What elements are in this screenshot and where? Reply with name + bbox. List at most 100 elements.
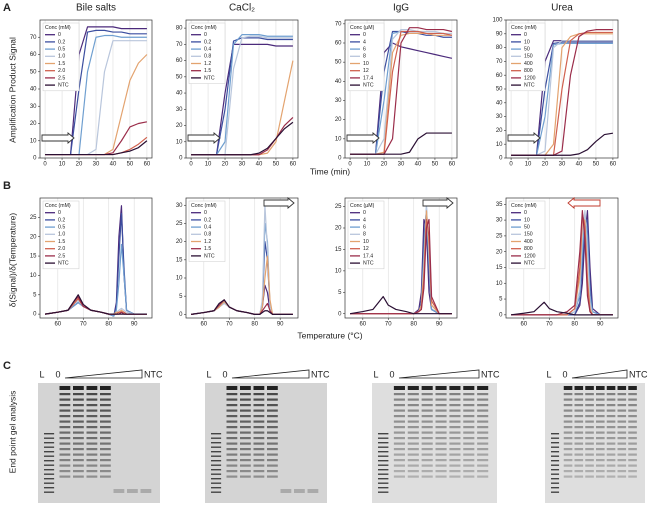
ladder-band xyxy=(44,451,55,453)
ladder-band xyxy=(378,451,389,453)
product-band xyxy=(435,453,447,456)
product-band xyxy=(563,431,573,434)
product-band xyxy=(449,475,461,478)
ladder-band xyxy=(211,451,222,453)
legend-label: 0 xyxy=(524,210,527,216)
product-band xyxy=(563,398,573,401)
data-line xyxy=(45,140,148,156)
product-band xyxy=(59,459,71,462)
x-tick-label: 30 xyxy=(239,162,246,168)
product-band xyxy=(407,393,419,396)
product-band xyxy=(628,398,637,401)
product-band xyxy=(477,426,489,429)
y-tick-label: 60 xyxy=(496,73,503,79)
product-band xyxy=(606,453,616,456)
product-band xyxy=(86,475,98,478)
x-tick-label: 10 xyxy=(59,162,66,168)
product-band xyxy=(617,415,627,418)
product-band xyxy=(267,437,278,440)
product-band xyxy=(435,431,447,434)
gel-label: L xyxy=(39,369,44,379)
ladder-band xyxy=(378,487,389,489)
x-tick-label: 40 xyxy=(576,162,583,168)
data-line xyxy=(350,132,452,155)
product-band xyxy=(449,409,461,412)
product-band xyxy=(407,420,419,423)
product-band xyxy=(617,442,627,445)
y-tick-label: 10 xyxy=(335,136,342,142)
product-band xyxy=(73,420,84,423)
product-band xyxy=(253,415,265,418)
legend-label: 8 xyxy=(363,54,366,60)
product-band xyxy=(267,409,278,412)
product-band xyxy=(253,420,265,423)
product-band xyxy=(59,448,71,451)
panel-label: B xyxy=(3,180,11,192)
product-band xyxy=(463,470,475,473)
legend-label: 0 xyxy=(58,210,61,216)
product-band xyxy=(574,398,584,401)
legend-label: 10 xyxy=(363,61,369,67)
product-band xyxy=(226,431,238,434)
y-tick-label: 10 xyxy=(30,273,37,279)
product-band xyxy=(421,420,433,423)
legend-label: 1.2 xyxy=(204,61,211,67)
product-band xyxy=(449,404,461,407)
y-tick-label: 25 xyxy=(30,215,37,221)
product-band xyxy=(449,431,461,434)
well-band xyxy=(86,386,98,390)
y-tick-label: 0 xyxy=(179,156,183,162)
well-band xyxy=(100,386,111,390)
gel-label: 0 xyxy=(562,369,567,379)
x-tick-label: 10 xyxy=(364,162,371,168)
ladder-band xyxy=(551,482,560,484)
ladder-band xyxy=(378,455,389,457)
y-tick-label: 5 xyxy=(338,290,342,296)
plot-frame xyxy=(505,197,619,319)
legend-title: Conc (mM) xyxy=(511,203,537,209)
product-band xyxy=(463,464,475,467)
product-band xyxy=(73,404,84,407)
y-tick-label: 35 xyxy=(496,202,503,208)
product-band xyxy=(226,459,238,462)
product-band xyxy=(73,398,84,401)
product-band xyxy=(606,442,616,445)
well-band xyxy=(393,386,405,390)
legend-label: 1.5 xyxy=(58,61,65,67)
well-band xyxy=(606,386,616,390)
ladder-band xyxy=(378,473,389,475)
y-tick-label: 40 xyxy=(496,100,503,106)
product-band xyxy=(477,464,489,467)
product-band xyxy=(628,420,637,423)
product-band xyxy=(596,453,605,456)
gel xyxy=(38,383,160,503)
product-band xyxy=(59,442,71,445)
product-band xyxy=(606,420,616,423)
product-band xyxy=(617,464,627,467)
legend-label: NTC xyxy=(58,82,69,88)
product-band xyxy=(393,475,405,478)
legend-label: 1.0 xyxy=(58,54,65,60)
product-band xyxy=(477,470,489,473)
product-band xyxy=(585,415,594,418)
legend-label: 1.5 xyxy=(58,239,65,245)
product-band xyxy=(617,404,627,407)
ladder-band xyxy=(551,451,560,453)
product-band xyxy=(449,398,461,401)
product-band xyxy=(226,475,238,478)
legend-label: NTC xyxy=(524,260,535,266)
legend-box xyxy=(188,22,226,84)
legend-title: Conc (mM) xyxy=(45,25,71,31)
data-line xyxy=(511,301,613,316)
product-band xyxy=(59,398,71,401)
product-band xyxy=(435,398,447,401)
legend-label: 2.0 xyxy=(58,246,65,252)
product-band xyxy=(393,393,405,396)
x-tick-label: 80 xyxy=(571,322,578,328)
product-band xyxy=(574,459,584,462)
product-band xyxy=(596,431,605,434)
y-tick-label: 10 xyxy=(496,142,503,148)
legend-title: Conc (mM) xyxy=(191,25,217,31)
legend-label: NTC xyxy=(204,253,215,259)
legend-label: 0.2 xyxy=(204,39,211,45)
